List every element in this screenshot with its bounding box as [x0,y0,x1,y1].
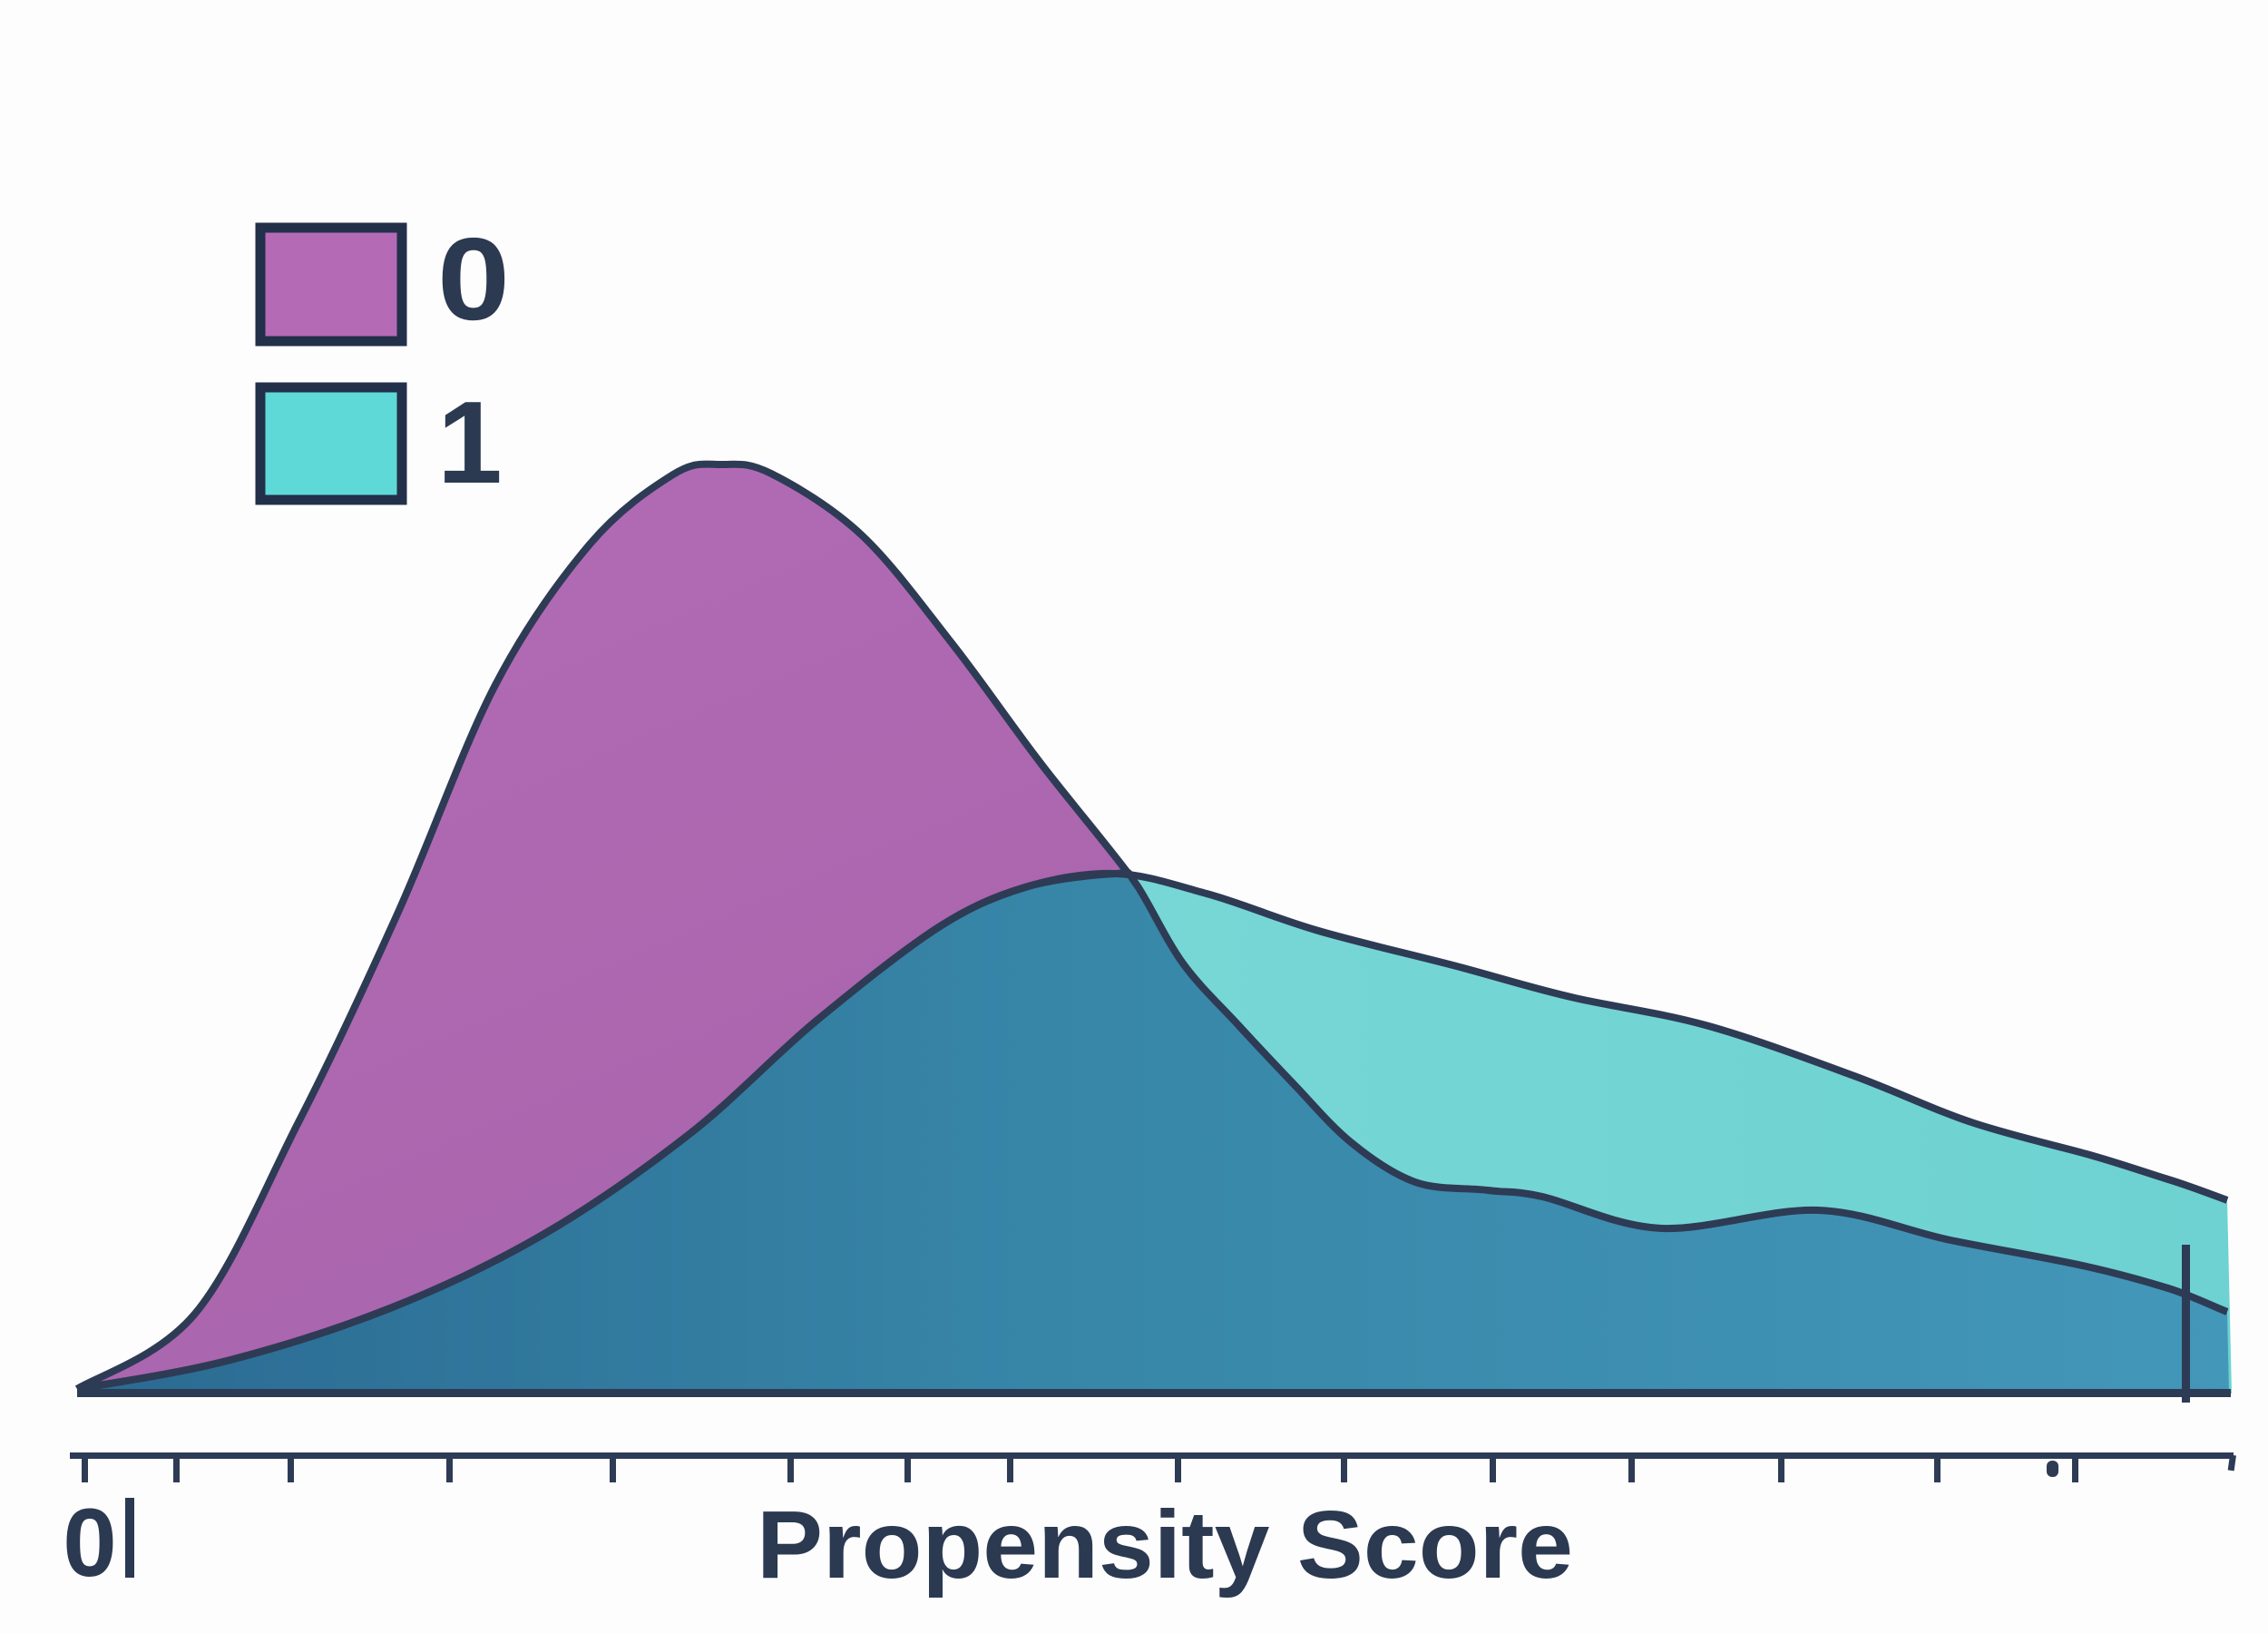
svg-text:0: 0 [437,214,510,345]
svg-text:Propensity Score: Propensity Score [757,1491,1573,1599]
svg-text:1: 1 [437,377,503,508]
svg-text:0: 0 [63,1488,117,1597]
